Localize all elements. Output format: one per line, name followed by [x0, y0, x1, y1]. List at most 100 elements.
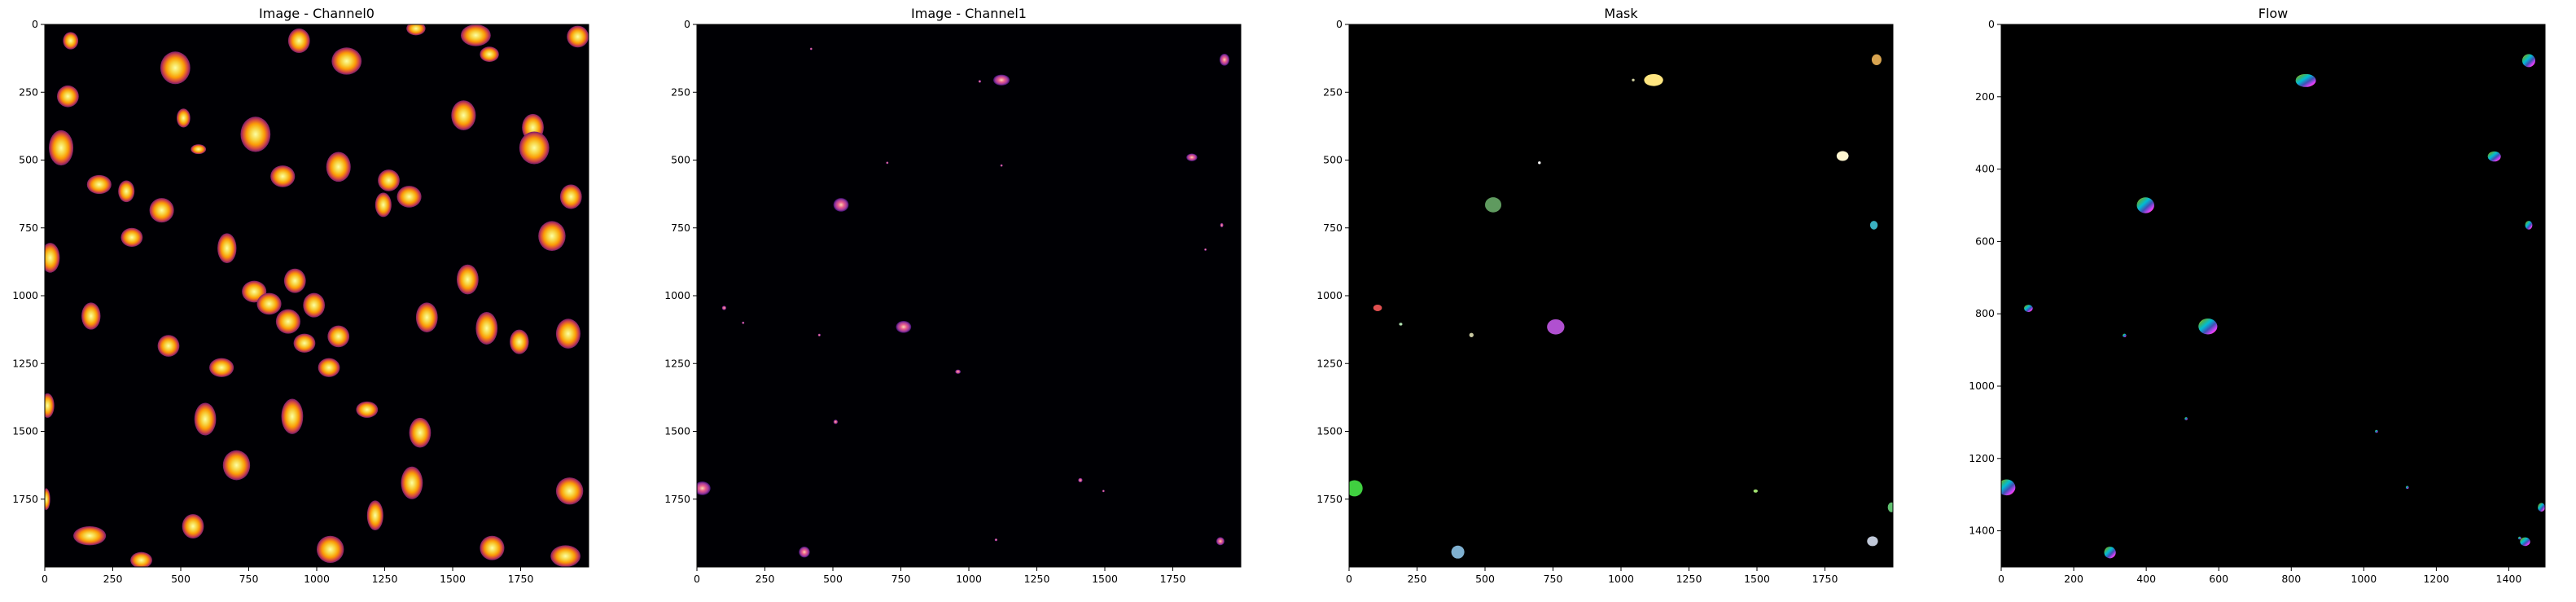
x-tick-label: 1000	[2350, 573, 2377, 585]
object-39	[555, 319, 580, 349]
object-7	[1469, 332, 1474, 337]
y-tick-label: 250	[671, 86, 690, 98]
object-15	[1399, 323, 1403, 326]
object-0	[63, 32, 79, 50]
panel-channel1: Image - Channel1 0 250 500 750 1000 1250 1500 1…	[664, 6, 1242, 585]
chart-title: Mask	[1604, 6, 1638, 21]
y-tick-label: 1750	[1316, 493, 1343, 505]
y-tick-label: 0	[684, 18, 690, 30]
object-55	[182, 514, 204, 539]
object-5	[2024, 305, 2033, 312]
y-tick-label: 200	[1975, 90, 1995, 103]
object-13	[451, 100, 476, 130]
object-5	[697, 481, 711, 495]
object-11	[2123, 333, 2127, 338]
object-5	[461, 24, 491, 46]
object-50	[222, 450, 251, 481]
object-34	[81, 302, 101, 330]
object-57	[480, 535, 505, 560]
panel-mask: Mask 0 250 500 750 1000 1250 1500 1750 0 250 500 7…	[1316, 6, 1894, 585]
object-18	[886, 161, 889, 165]
object-14	[1078, 477, 1083, 483]
object-40	[293, 333, 316, 353]
object-2	[1836, 151, 1849, 161]
y-tick-label: 800	[1975, 307, 1995, 319]
x-tick-label: 500	[171, 573, 191, 585]
object-6	[2198, 318, 2218, 335]
x-tick-label: 0	[694, 573, 700, 585]
object-27	[538, 221, 566, 252]
object-12	[1867, 536, 1878, 547]
object-9	[176, 108, 191, 128]
object-38	[327, 325, 350, 348]
object-47	[194, 402, 217, 436]
x-tick-label: 1500	[440, 573, 466, 585]
x-tick-label: 1500	[1092, 573, 1118, 585]
object-12	[2405, 486, 2409, 490]
x-tick-label: 250	[1408, 573, 1427, 585]
object-7	[1216, 537, 1224, 546]
object-1	[2521, 54, 2535, 68]
x-tick-label: 0	[1998, 573, 2004, 585]
object-2	[2487, 151, 2501, 162]
object-26	[375, 192, 392, 218]
object-8	[57, 85, 79, 108]
y-tick-label: 500	[19, 154, 38, 166]
nuclei-layer	[45, 24, 589, 567]
y-tick-label: 500	[671, 154, 690, 166]
object-13	[833, 420, 839, 424]
object-20	[86, 174, 112, 195]
chart-title: Flow	[2258, 6, 2289, 21]
object-51	[401, 466, 423, 499]
object-43	[209, 358, 234, 377]
x-tick-label: 750	[239, 573, 259, 585]
y-tick-label: 500	[1323, 154, 1343, 166]
object-59	[130, 551, 152, 567]
object-3	[833, 198, 849, 212]
object-10	[2520, 537, 2530, 547]
object-3	[1485, 197, 1502, 213]
x-tick-label: 1500	[1744, 573, 1770, 585]
object-18	[378, 169, 400, 191]
object-14	[1632, 78, 1635, 81]
object-45	[356, 401, 379, 418]
image-area	[697, 24, 1241, 567]
x-tick-label: 1000	[956, 573, 982, 585]
object-5	[1373, 304, 1382, 311]
image-area	[2001, 24, 2545, 567]
object-48	[281, 398, 304, 434]
y-tick-label: 1250	[12, 357, 38, 369]
object-11	[817, 333, 821, 336]
object-22	[149, 198, 174, 223]
y-tick-label: 750	[1323, 222, 1343, 234]
y-axis: 0 200 400 600 800 1000 1200 1400	[1969, 18, 2001, 537]
y-tick-label: 750	[19, 222, 38, 234]
object-44	[318, 358, 340, 377]
y-tick-label: 600	[1975, 235, 1995, 247]
panel-channel0: Image - Channel0 0 250 500 750 1000 1250 1500 1…	[12, 6, 589, 585]
x-tick-label: 1250	[372, 573, 398, 585]
x-tick-label: 200	[2064, 573, 2083, 585]
object-37	[475, 311, 498, 345]
y-tick-label: 0	[1988, 18, 1995, 30]
y-tick-label: 1750	[12, 493, 38, 505]
y-tick-label: 1250	[664, 357, 690, 369]
object-12	[240, 116, 271, 152]
object-6	[480, 46, 499, 62]
x-tick-label: 600	[2209, 573, 2228, 585]
object-31	[283, 268, 306, 293]
object-10	[49, 130, 74, 166]
object-21	[118, 180, 135, 203]
image-area	[1349, 24, 1893, 567]
object-21	[1000, 164, 1003, 167]
flow-layer	[2001, 54, 2545, 559]
object-15	[519, 131, 550, 165]
object-4	[896, 320, 912, 333]
y-tick-label: 1000	[12, 289, 38, 301]
y-tick-label: 1400	[1969, 525, 1995, 537]
object-14	[2518, 536, 2521, 540]
x-axis: 0 250 500 750 1000 1250 1500 1750	[694, 567, 1185, 585]
object-49	[409, 417, 432, 448]
object-10	[721, 305, 727, 310]
